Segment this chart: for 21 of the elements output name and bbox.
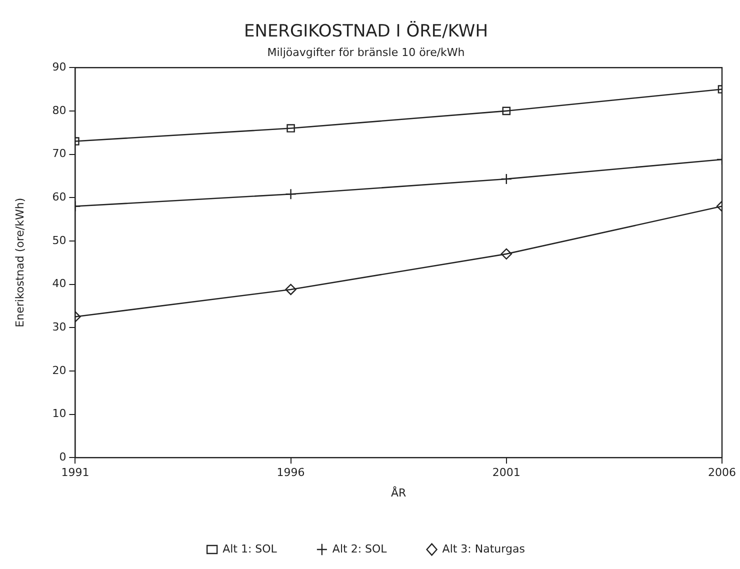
- x-tick-label: 1991: [61, 466, 90, 480]
- x-tick-label: 2006: [708, 466, 736, 480]
- x-axis-title: ÅR: [391, 485, 407, 500]
- chart-title: ENERGIKOSTNAD I ÖRE/KWH: [244, 20, 488, 42]
- y-tick-label: 80: [52, 104, 66, 117]
- y-tick-label: 90: [52, 60, 66, 74]
- legend-label: Alt 1: SOL: [222, 542, 278, 556]
- y-tick-label: 10: [52, 407, 66, 420]
- x-tick-label: 2001: [492, 466, 520, 480]
- legend-label: Alt 3: Naturgas: [442, 542, 526, 556]
- y-tick-label: 0: [59, 450, 66, 464]
- y-axis-title: Enerikostnad (ore/kWh): [13, 198, 26, 328]
- legend-label: Alt 2: SOL: [332, 542, 388, 556]
- y-tick-label: 70: [52, 147, 66, 160]
- y-tick-label: 50: [52, 234, 66, 247]
- y-tick-label: 60: [52, 190, 66, 204]
- chart-subtitle: Miljöavgifter för bränsle 10 öre/kWh: [267, 46, 465, 59]
- y-tick-label: 40: [52, 277, 66, 290]
- x-tick-label: 1996: [276, 466, 305, 480]
- y-tick-label: 20: [52, 364, 66, 377]
- y-tick-label: 30: [52, 320, 66, 334]
